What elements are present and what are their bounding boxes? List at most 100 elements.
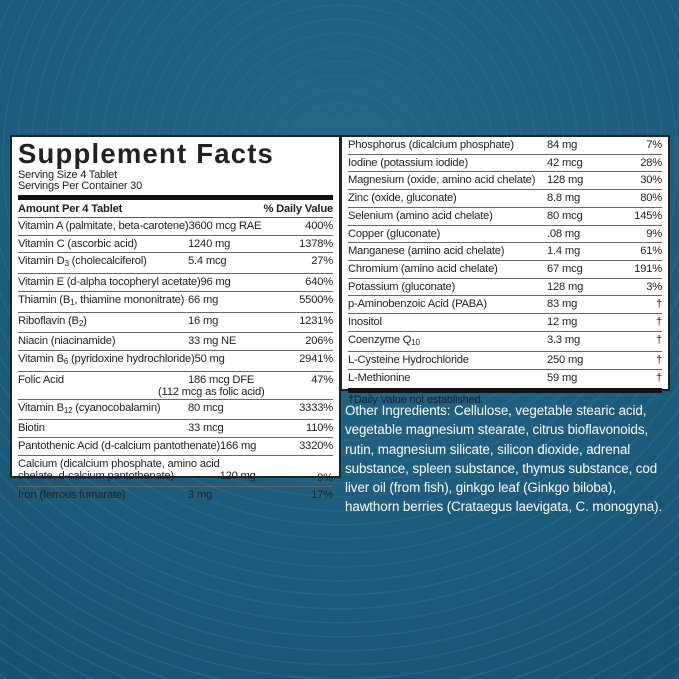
serving-size: Serving Size 4 Tablet [18, 169, 117, 181]
nutrient-name: Biotin [18, 422, 45, 435]
nutrient-amount: 96 mg [200, 276, 231, 289]
nutrient-row: Folic Acid 186 mcg DFE (112 mcg as folic a… [18, 372, 333, 400]
supplement-facts-left-panel: Supplement Facts Serving Size 4 Tablet S… [10, 135, 341, 501]
nutrient-name: Chromium (amino acid chelate) [348, 262, 498, 275]
nutrient-daily-value: 30% [640, 174, 662, 187]
nutrient-name: Vitamin A (palmitate, beta-carotene) [18, 220, 189, 232]
nutrient-row: Copper (gluconate) .08 mg 9% [348, 226, 662, 244]
nutrient-amount: 42 mcg [547, 156, 583, 169]
nutrient-row: Niacin (niacinamide) 33 mg NE 206% [18, 333, 333, 351]
nutrient-daily-value: 5500% [299, 293, 333, 306]
label-title: Supplement Facts [18, 138, 275, 169]
nutrient-row: Vitamin E (d-alpha tocopheryl acetate) 96… [18, 274, 333, 292]
nutrient-amount: 250 mg [547, 354, 584, 367]
nutrient-daily-value: † [655, 298, 662, 311]
nutrient-name: Iodine (potassium iodide) [348, 156, 468, 169]
nutrient-row: Chromium (amino acid chelate) 67 mcg 191% [348, 261, 662, 279]
nutrient-amount: 166 mg [220, 440, 257, 453]
nutrient-row: Vitamin D3 (cholecalciferol) 5.4 mcg 27% [18, 253, 333, 275]
nutrient-name: p-Aminobenzoic Acid (PABA) [348, 298, 487, 311]
nutrient-amount: 84 mg [547, 139, 578, 151]
nutrient-daily-value: 2941% [299, 352, 333, 365]
right-nutrient-list: Phosphorus (dicalcium phosphate) 84 mg 7% I… [348, 137, 662, 388]
nutrient-name: Vitamin E (d-alpha tocopheryl acetate) [18, 276, 201, 289]
nutrient-daily-value: 7% [646, 139, 662, 151]
nutrient-daily-value: 206% [305, 335, 333, 348]
other-ingredients: Other Ingredients: Cellulose, vegetable … [345, 403, 663, 515]
nutrient-amount: 8.8 mg [547, 192, 581, 205]
nutrient-name: Calcium (dicalcium phosphate, amino acid… [18, 457, 220, 483]
nutrient-row: Coenzyme Q10 3.3 mg † [348, 332, 662, 353]
nutrient-row: Potassium (gluconate) 128 mg 3% [348, 279, 662, 297]
nutrient-name: Thiamin (B1, thiamine mononitrate) [18, 293, 185, 307]
nutrient-daily-value: 110% [306, 422, 333, 435]
nutrient-name: L-Cysteine Hydrochloride [348, 354, 469, 367]
nutrient-amount: 128 mg [547, 280, 584, 293]
dv-header: % Daily Value [263, 203, 333, 215]
nutrient-amount: 33 mg NE [188, 335, 237, 348]
nutrient-daily-value: 47% [311, 373, 333, 386]
nutrient-name: Inositol [348, 316, 382, 329]
nutrient-row: Vitamin B12 (cyanocobalamin) 80 mcg 3333% [18, 400, 333, 421]
nutrient-amount: 3600 mcg RAE [188, 220, 262, 232]
nutrient-name: Riboflavin (B2) [18, 314, 87, 328]
nutrient-amount: 67 mcg [547, 262, 583, 275]
nutrient-name: Selenium (amino acid chelate) [348, 209, 493, 222]
nutrient-row: Vitamin B6 (pyridoxine hydrochloride) 50 … [18, 351, 333, 372]
nutrient-daily-value: 9% [646, 227, 662, 240]
nutrient-daily-value: 191% [634, 262, 662, 275]
nutrient-amount: 1240 mg [188, 237, 231, 250]
nutrient-row: Zinc (oxide, gluconate) 8.8 mg 80% [348, 190, 662, 208]
nutrient-daily-value: 61% [640, 245, 662, 258]
left-nutrient-list: Vitamin A (palmitate, beta-carotene) 3600… [18, 218, 333, 505]
amount-header: Amount Per 4 Tablet [18, 203, 123, 215]
nutrient-name: Manganese (amino acid chelate) [348, 245, 505, 258]
nutrient-daily-value: † [655, 316, 662, 329]
nutrient-daily-value: 1378% [299, 237, 333, 250]
nutrient-row: Inositol 12 mg † [348, 314, 662, 332]
nutrient-row: Phosphorus (dicalcium phosphate) 84 mg 7% [348, 137, 662, 155]
nutrient-daily-value: 3333% [299, 401, 333, 414]
nutrient-row: Vitamin A (palmitate, beta-carotene) 3600… [18, 218, 333, 236]
nutrient-amount: 1.4 mg [547, 245, 581, 258]
nutrient-row: Vitamin C (ascorbic acid) 1240 mg 1378% [18, 236, 333, 254]
nutrient-amount: 50 mg [194, 352, 225, 365]
nutrient-name: Copper (gluconate) [348, 227, 441, 240]
nutrient-amount: 16 mg [188, 314, 219, 327]
nutrient-row: L-Methionine 59 mg † [348, 370, 662, 388]
nutrient-daily-value: 3% [646, 280, 662, 293]
nutrient-amount: 120 mg [219, 469, 256, 482]
nutrient-amount: 33 mcg [188, 422, 224, 435]
nutrient-name: Magnesium (oxide, amino acid chelate) [348, 174, 536, 187]
nutrient-name: Vitamin C (ascorbic acid) [18, 237, 138, 250]
nutrient-daily-value: 80% [640, 192, 662, 205]
nutrient-row: Manganese (amino acid chelate) 1.4 mg 61% [348, 243, 662, 261]
nutrient-amount: 128 mg [547, 174, 584, 187]
nutrient-row: Pantothenic Acid (d-calcium pantothenate… [18, 438, 333, 456]
nutrient-row: Riboflavin (B2) 16 mg 1231% [18, 313, 333, 334]
nutrient-row: Iodine (potassium iodide) 42 mcg 28% [348, 155, 662, 173]
nutrient-name: Potassium (gluconate) [348, 280, 456, 293]
nutrient-row: Iron (ferrous fumarate) 3 mg 17% [18, 487, 333, 505]
nutrient-amount: 80 mcg [547, 209, 583, 222]
nutrient-amount: 3.3 mg [547, 333, 581, 346]
nutrient-daily-value: 640% [305, 276, 333, 289]
nutrient-name: Phosphorus (dicalcium phosphate) [348, 139, 514, 151]
nutrient-amount: 80 mcg [188, 401, 224, 414]
nutrient-amount: 66 mg [188, 293, 219, 306]
nutrient-daily-value: 400% [305, 220, 333, 232]
nutrient-daily-value: 1231% [299, 314, 333, 327]
nutrient-amount: 12 mg [547, 316, 578, 329]
nutrient-name: Folic Acid [18, 373, 64, 386]
nutrient-row: Thiamin (B1, thiamine mononitrate) 66 mg 5… [18, 292, 333, 313]
nutrient-amount: 186 mcg DFE (112 mcg as folic acid) [158, 373, 265, 399]
table-header: Amount Per 4 Tablet % Daily Value [18, 201, 333, 218]
nutrient-daily-value: † [655, 354, 662, 367]
nutrient-name: Niacin (niacinamide) [18, 335, 116, 348]
nutrient-name: Iron (ferrous fumarate) [18, 489, 126, 502]
nutrient-row: Magnesium (oxide, amino acid chelate) 128… [348, 172, 662, 191]
servings-per-container: Servings Per Container 30 [18, 180, 143, 192]
nutrient-daily-value: † [655, 372, 662, 385]
nutrient-name: Zinc (oxide, gluconate) [348, 192, 457, 205]
nutrient-amount: .08 mg [547, 227, 581, 240]
